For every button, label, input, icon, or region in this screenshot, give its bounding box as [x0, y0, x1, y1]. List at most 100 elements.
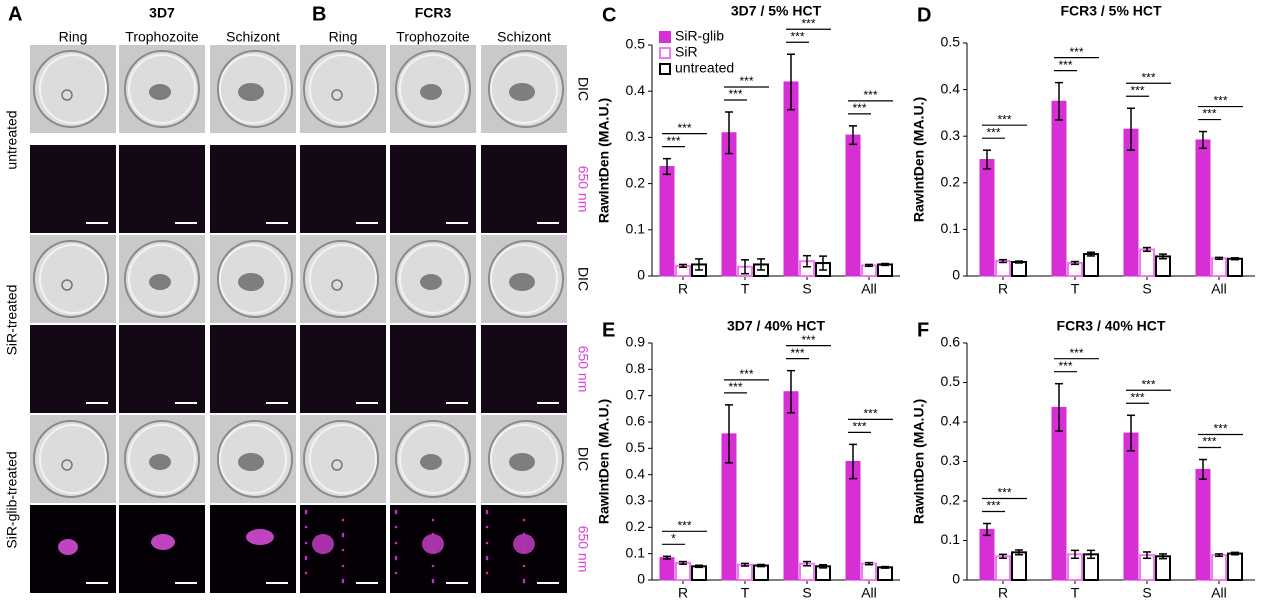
parasite — [238, 83, 264, 101]
speckle — [341, 518, 345, 522]
parasite — [238, 273, 264, 291]
speckle — [394, 511, 398, 515]
y-tick-label: 0.2 — [941, 492, 961, 508]
parasite — [420, 274, 442, 290]
significance-label: *** — [1141, 70, 1155, 84]
fluorescence-image — [481, 145, 567, 233]
speckle — [394, 557, 398, 561]
y-tick-label: 0.8 — [626, 360, 646, 376]
x-tick-label: S — [802, 585, 811, 601]
y-tick-label: 0.3 — [626, 492, 646, 508]
speckle — [431, 534, 435, 538]
bar — [1083, 253, 1099, 278]
speckle — [522, 518, 526, 522]
speckle — [304, 571, 308, 575]
channel-label: 650 nm — [575, 166, 591, 213]
panel-letter: C — [602, 4, 616, 26]
chart-title: FCR3 / 40% HCT — [1057, 318, 1166, 334]
speckle — [431, 518, 435, 522]
y-axis-label: RawIntDen (MA.U.) — [596, 399, 612, 524]
speckle — [394, 555, 398, 559]
speckle — [341, 578, 345, 582]
speckle — [485, 511, 489, 515]
significance-label: *** — [997, 112, 1011, 126]
speckle — [522, 564, 526, 568]
legend-label: SiR — [675, 44, 698, 60]
panel-letter: A — [8, 3, 22, 25]
y-tick-label: 0 — [952, 571, 960, 587]
speckle — [394, 541, 398, 545]
cell-inner — [39, 244, 107, 314]
speckle — [304, 557, 308, 561]
significance-label: *** — [666, 134, 680, 148]
y-tick-label: 0.1 — [626, 221, 646, 237]
bar — [1211, 554, 1227, 581]
fluorescence-image — [30, 145, 116, 233]
legend-label: untreated — [675, 60, 734, 76]
bar — [1011, 261, 1027, 277]
bar — [995, 555, 1011, 581]
y-tick-label: 0.6 — [941, 334, 961, 350]
parasite — [149, 84, 171, 100]
cell-inner — [309, 424, 377, 494]
cell-inner — [490, 54, 558, 124]
y-tick-label: 0.3 — [941, 452, 961, 468]
speckle — [431, 564, 435, 568]
panel-title: 3D7 — [149, 5, 175, 21]
y-axis-label: RawIntDen (MA.U.) — [911, 97, 927, 222]
speckle — [431, 548, 435, 552]
significance-label: *** — [1058, 58, 1072, 72]
y-tick-label: 0.1 — [626, 544, 646, 560]
y-tick-label: 0.5 — [626, 36, 646, 52]
significance-label: *** — [677, 518, 691, 532]
fluorescence-image — [30, 325, 116, 413]
fluorescence-image — [390, 325, 476, 413]
signal — [422, 534, 444, 554]
significance-label: *** — [986, 125, 1000, 139]
x-tick-label: All — [1211, 281, 1227, 297]
legend-swatch — [659, 31, 671, 43]
bar — [1227, 552, 1243, 581]
y-tick-label: 0 — [637, 571, 645, 587]
cell-inner — [219, 54, 287, 124]
cell-inner — [399, 424, 467, 494]
column-header: Trophozoite — [396, 29, 470, 45]
cell-inner — [39, 54, 107, 124]
parasite — [238, 453, 264, 471]
cell-inner — [219, 244, 287, 314]
y-axis-label: RawIntDen (MA.U.) — [911, 399, 927, 524]
cell-inner — [128, 424, 196, 494]
y-tick-label: 0 — [952, 267, 960, 283]
cell-inner — [128, 54, 196, 124]
legend-swatch — [659, 63, 671, 75]
speckle — [485, 555, 489, 559]
x-tick-label: T — [741, 585, 750, 601]
cell-inner — [490, 244, 558, 314]
speckle — [522, 548, 526, 552]
bar — [1155, 555, 1171, 581]
fluorescence-image — [210, 505, 296, 593]
y-tick-label: 0.5 — [941, 373, 961, 389]
speckle — [304, 525, 308, 529]
y-tick-label: 0.4 — [941, 80, 961, 96]
x-tick-label: T — [1071, 585, 1080, 601]
channel-label: DIC — [575, 267, 591, 291]
speckle — [304, 555, 308, 559]
bar — [1051, 100, 1067, 277]
bar — [1227, 257, 1243, 277]
bar — [1195, 139, 1211, 277]
speckle — [431, 578, 435, 582]
channel-label: 650 nm — [575, 526, 591, 573]
speckle — [341, 580, 345, 584]
speckle — [485, 525, 489, 529]
y-tick-label: 0.4 — [941, 413, 961, 429]
significance-label: *** — [1213, 422, 1227, 436]
y-tick-label: 0.2 — [941, 174, 961, 190]
significance-label: *** — [1130, 83, 1144, 97]
bar — [979, 159, 995, 277]
speckle — [522, 534, 526, 538]
y-tick-label: 0.4 — [626, 82, 646, 98]
significance-label: *** — [1058, 359, 1072, 373]
y-tick-label: 0.6 — [626, 413, 646, 429]
